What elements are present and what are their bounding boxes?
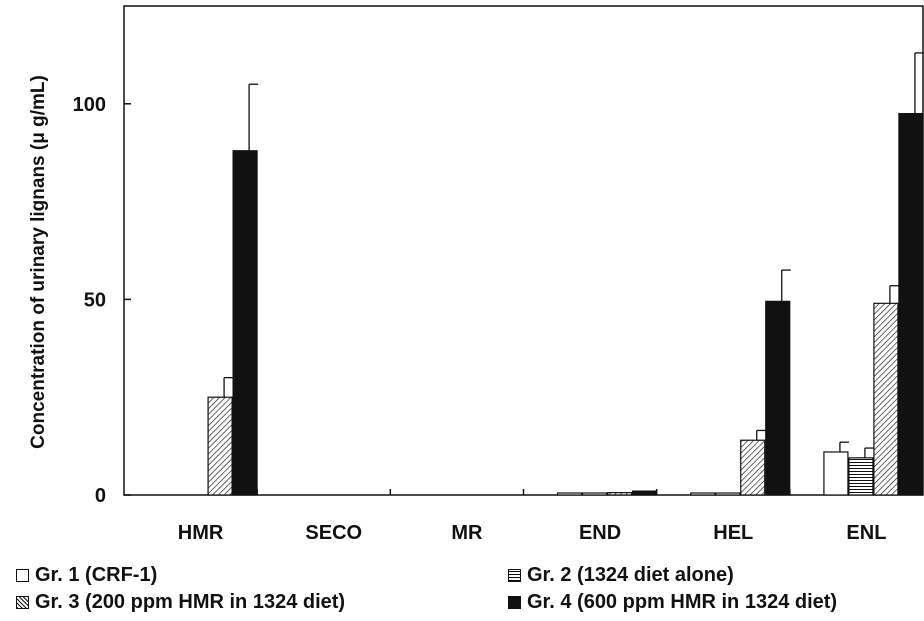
y-tick-label: 50	[84, 289, 106, 311]
bar	[765, 300, 791, 496]
x-tick-label: ENL	[846, 522, 886, 544]
bar	[556, 492, 583, 496]
bar	[715, 492, 741, 496]
bar	[873, 302, 899, 496]
y-axis-label: Concentration of urinary lignans (μ g/mL…	[28, 75, 49, 449]
error-bars-layer	[223, 52, 924, 458]
legend-item-gr1: Gr. 1 (CRF-1)	[16, 564, 157, 587]
x-tick-labels: HMR SECO MR END HEL ENL	[178, 522, 887, 544]
legend-label-gr3: Gr. 3 (200 ppm HMR in 1324 diet)	[35, 591, 346, 613]
bar	[631, 490, 658, 496]
y-tick-label: 100	[73, 94, 106, 116]
legend-item-gr3: Gr. 3 (200 ppm HMR in 1324 diet)	[16, 591, 345, 614]
y-tick-labels: 0 50 100	[73, 94, 106, 507]
bar	[823, 451, 849, 496]
legend-swatch-hatched	[508, 569, 521, 582]
legend-item-gr2: Gr. 2 (1324 diet alone)	[508, 564, 734, 587]
legend-swatch-diagonal	[16, 596, 29, 609]
legend-swatch-white	[16, 569, 29, 582]
y-tick-label: 0	[95, 485, 106, 507]
x-tick-label: SECO	[305, 522, 362, 544]
bar	[898, 112, 924, 496]
x-tick-label: HEL	[713, 522, 753, 544]
bar	[606, 492, 633, 496]
legend-label-gr4: Gr. 4 (600 ppm HMR in 1324 diet)	[527, 591, 838, 613]
bar	[740, 439, 766, 496]
bar	[690, 492, 716, 496]
x-tick-label: HMR	[178, 522, 224, 544]
x-tick-label: END	[579, 522, 621, 544]
bar	[207, 396, 233, 496]
bar	[581, 492, 608, 496]
x-tick-label: MR	[451, 522, 483, 544]
bars-layer	[207, 112, 924, 496]
bar	[848, 457, 874, 496]
legend-swatch-black	[508, 596, 521, 609]
legend-label-gr2: Gr. 2 (1324 diet alone)	[527, 564, 734, 586]
legend-label-gr1: Gr. 1 (CRF-1)	[35, 564, 158, 586]
legend-item-gr4: Gr. 4 (600 ppm HMR in 1324 diet)	[508, 591, 837, 614]
bar	[232, 150, 258, 496]
